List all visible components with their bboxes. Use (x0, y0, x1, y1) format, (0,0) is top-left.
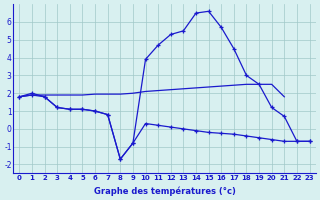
X-axis label: Graphe des températures (°c): Graphe des températures (°c) (93, 186, 236, 196)
